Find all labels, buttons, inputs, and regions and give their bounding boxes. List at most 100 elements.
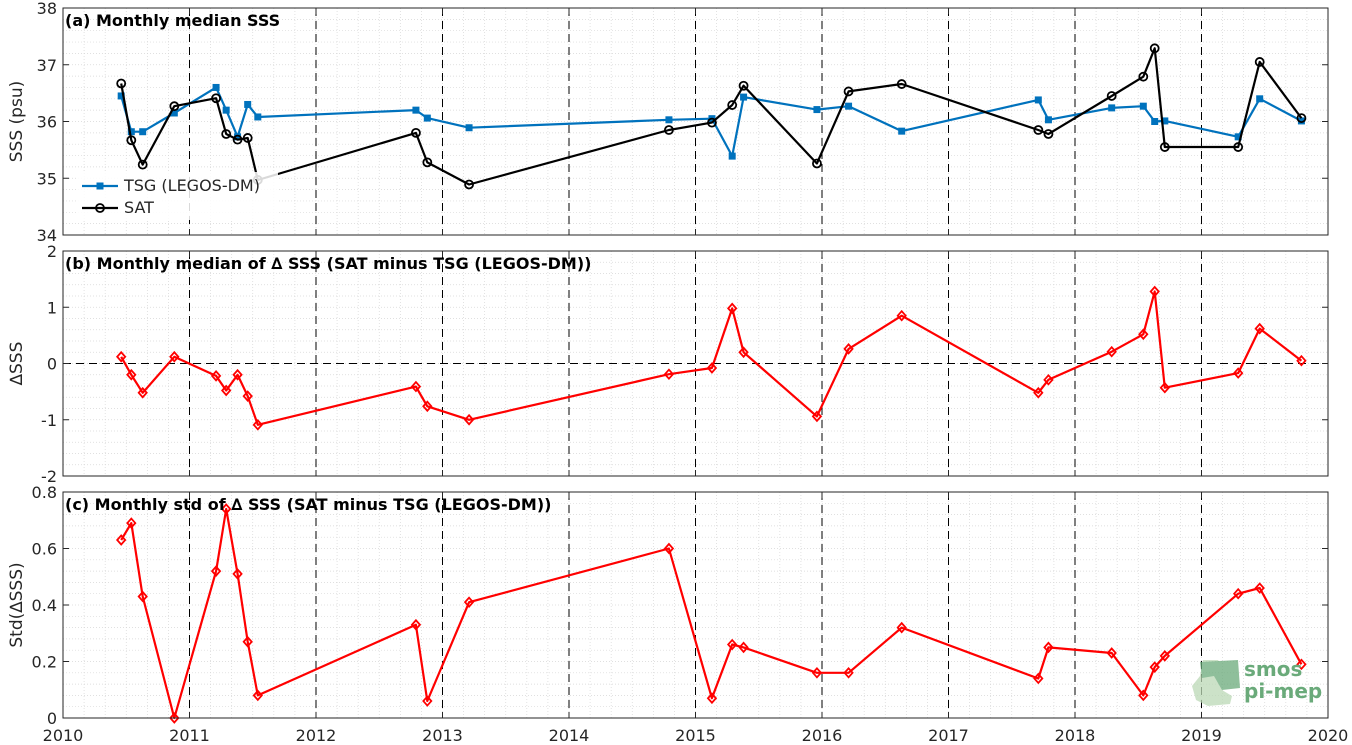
x-tick-label: 2019 <box>1181 726 1222 745</box>
data-point <box>843 666 854 679</box>
data-point <box>1232 587 1244 600</box>
y-tick-label: 2 <box>47 242 57 261</box>
data-point <box>1033 386 1044 399</box>
data-point <box>665 116 673 124</box>
data-point <box>1034 96 1042 104</box>
x-tick-label: 2018 <box>1055 726 1096 745</box>
data-point <box>211 93 221 104</box>
y-tick-label: 35 <box>37 169 57 188</box>
series-line <box>120 47 1303 186</box>
y-axis-label: ∆SSS <box>7 342 27 387</box>
data-point <box>412 106 420 114</box>
data-point <box>423 114 431 122</box>
legend-marker-tsg <box>96 182 104 190</box>
panel-title: (a) Monthly median SSS <box>65 11 280 30</box>
data-point <box>232 368 243 381</box>
data-point <box>706 692 718 705</box>
panel-title: (c) Monthly std of ∆ SSS (SAT minus TSG … <box>65 495 551 514</box>
data-point <box>422 157 433 168</box>
minor-grid <box>62 7 1329 236</box>
data-point <box>663 368 675 381</box>
data-point <box>1256 95 1264 103</box>
panel-title: (b) Monthly median of ∆ SSS (SAT minus T… <box>65 254 591 273</box>
data-point <box>220 384 232 397</box>
panel-b: -2 -1 0 1 2 ∆SSS (b) Monthly median of ∆ SSS (… <box>7 242 1329 486</box>
data-point <box>254 113 262 121</box>
data-point <box>896 79 907 89</box>
data-point <box>210 370 222 382</box>
x-tick-label: 2011 <box>169 726 210 745</box>
data-point <box>1033 125 1044 135</box>
data-point <box>169 712 180 724</box>
panel-c: 0 0.2 0.4 0.6 0.8 2010 2011 2012 2013 2014 2015 201… <box>7 483 1348 745</box>
data-point <box>1159 142 1170 152</box>
data-point <box>1296 658 1307 671</box>
data-point <box>220 503 232 515</box>
data-point <box>740 93 748 101</box>
data-point <box>1044 116 1052 124</box>
data-point <box>1296 113 1307 123</box>
data-point <box>1159 649 1171 662</box>
data-point <box>845 102 853 110</box>
data-point <box>1043 373 1054 386</box>
data-point <box>465 124 473 132</box>
watermark-text-pimep: pi-mep <box>1244 679 1322 703</box>
data-point <box>728 152 736 160</box>
data-point <box>464 179 474 190</box>
series-line <box>120 86 1302 158</box>
data-point <box>139 128 147 136</box>
data-point <box>210 565 222 577</box>
data-point <box>422 695 433 707</box>
minor-grid <box>62 491 1329 719</box>
data-point <box>1033 672 1044 685</box>
data-point <box>232 134 243 145</box>
data-point <box>252 689 264 702</box>
data-point <box>1138 689 1149 702</box>
y-tick-label: 1 <box>47 298 57 317</box>
data-point <box>222 106 230 114</box>
data-point <box>1149 661 1160 674</box>
data-point <box>1139 102 1147 110</box>
data-point <box>738 641 749 654</box>
data-point <box>726 638 738 651</box>
x-tick-label: 2014 <box>549 726 590 745</box>
legend: TSG (LEGOS-DM) SAT <box>78 172 278 220</box>
data-point <box>1138 71 1149 82</box>
series-line <box>120 507 1303 720</box>
data-point <box>463 596 475 609</box>
y-tick-label: 0.6 <box>32 540 57 559</box>
data-point <box>738 80 749 91</box>
y-tick-label: 0.8 <box>32 483 57 502</box>
data-point <box>1138 328 1149 341</box>
data-point <box>410 618 422 631</box>
data-point <box>242 390 253 402</box>
data-point <box>813 106 821 114</box>
x-tick-label: 2016 <box>802 726 843 745</box>
data-point <box>242 635 253 648</box>
data-point <box>242 133 253 143</box>
legend-label-sat: SAT <box>124 198 154 217</box>
data-point <box>1043 129 1054 139</box>
data-point <box>727 100 738 110</box>
x-tick-label: 2015 <box>675 726 716 745</box>
y-tick-label: 0.2 <box>32 653 57 672</box>
x-tick-label: 2013 <box>422 726 463 745</box>
data-point <box>811 666 823 679</box>
y-axis-label: SSS (psu) <box>7 81 27 162</box>
y-tick-label: 0 <box>47 709 57 728</box>
data-point <box>422 400 433 413</box>
y-tick-label: 0.4 <box>32 596 57 615</box>
data-point <box>115 350 127 363</box>
data-point <box>137 159 148 170</box>
series-delta-1 <box>115 285 1307 431</box>
data-point <box>664 125 674 135</box>
data-point <box>1149 285 1160 298</box>
data-point <box>1254 582 1265 594</box>
y-tick-label: 37 <box>37 56 57 75</box>
data-point <box>843 86 854 97</box>
y-tick-label: -2 <box>41 467 57 486</box>
data-point <box>1159 381 1171 394</box>
legend-marker-sat <box>95 203 105 213</box>
data-point <box>843 343 854 355</box>
series-line <box>120 290 1303 426</box>
